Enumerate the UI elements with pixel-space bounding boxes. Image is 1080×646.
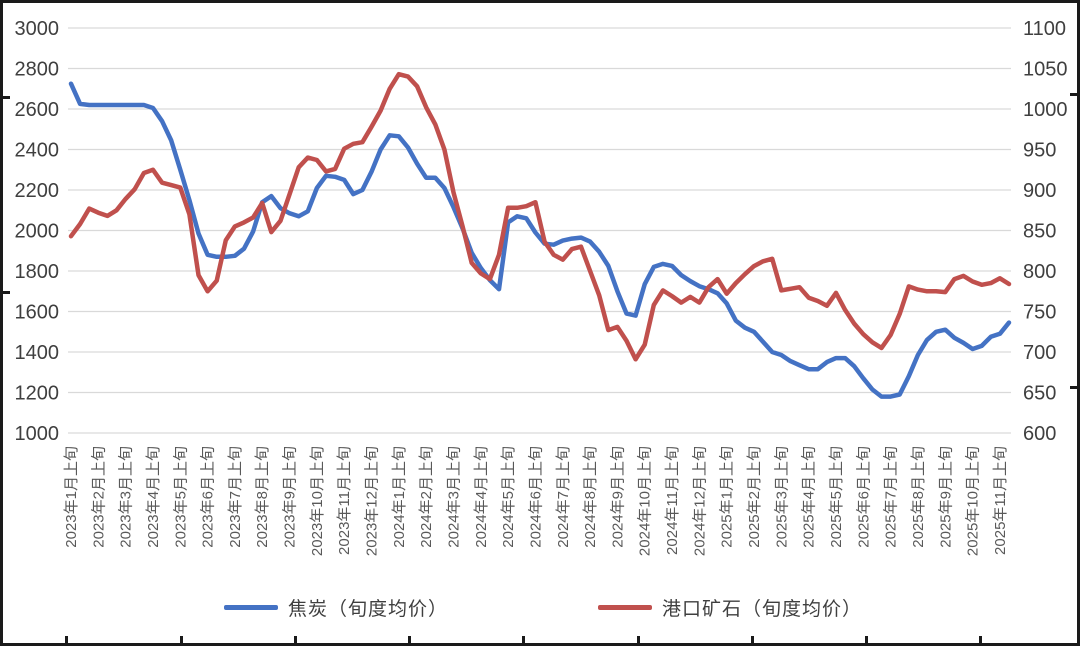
legend-label-ore: 港口矿石（旬度均价）: [662, 598, 863, 620]
x-axis-tick-label: 2023年4月上旬: [145, 446, 162, 548]
x-axis-tick-label: 2023年11月上旬: [336, 446, 353, 555]
x-axis-tick-label: 2025年2月上旬: [746, 446, 763, 548]
left-axis-tick-label: 2400: [15, 140, 60, 162]
x-axis-tick-label: 2024年4月上旬: [473, 446, 490, 548]
x-axis-tick-label: 2025年8月上旬: [910, 446, 927, 548]
x-axis-tick-label: 2023年7月上旬: [227, 446, 244, 548]
x-axis-tick-label: 2023年10月上旬: [309, 446, 326, 556]
right-axis-tick-label: 650: [1023, 383, 1056, 405]
edge-tick: [751, 636, 754, 643]
x-axis-tick-label: 2025年9月上旬: [937, 446, 954, 548]
edge-tick: [3, 96, 10, 99]
legend-label-coke: 焦炭（旬度均价）: [287, 598, 448, 620]
left-axis-tick-label: 1600: [15, 302, 60, 324]
edge-tick: [637, 636, 640, 643]
x-axis-tick-label: 2024年12月上旬: [691, 446, 708, 556]
ore-line-swatch: [598, 604, 652, 610]
right-axis-tick-label: 1000: [1023, 99, 1068, 121]
right-axis-tick-label: 750: [1023, 302, 1056, 324]
coke-line-swatch: [223, 604, 278, 610]
edge-tick: [522, 636, 525, 643]
x-axis-tick-label: 2023年1月上旬: [63, 446, 80, 548]
right-axis-tick-label: 850: [1023, 221, 1056, 243]
x-axis-tick-label: 2023年12月上旬: [364, 446, 381, 556]
x-axis-tick-label: 2024年1月上旬: [391, 446, 408, 548]
left-axis-tick-label: 2000: [15, 221, 60, 243]
x-axis-tick-label: 2024年2月上旬: [418, 446, 435, 548]
x-axis-tick-label: 2024年11月上旬: [664, 446, 681, 555]
edge-tick: [979, 636, 982, 643]
x-axis-tick-label: 2025年6月上旬: [855, 446, 872, 548]
left-axis-tick-label: 1400: [15, 342, 60, 364]
edge-tick: [65, 636, 68, 643]
left-axis-tick-label: 3000: [15, 18, 60, 40]
edge-tick: [180, 636, 183, 643]
edge-tick: [865, 636, 868, 643]
x-axis-tick-label: 2025年10月上旬: [965, 446, 982, 556]
x-axis-tick-label: 2024年3月上旬: [445, 446, 462, 548]
right-axis-tick-label: 950: [1023, 140, 1056, 162]
coke-price-line: [68, 81, 1012, 399]
chart-legend: 焦炭（旬度均价） 港口矿石（旬度均价）: [3, 589, 1077, 625]
right-axis-tick-label: 900: [1023, 180, 1056, 202]
x-axis-tick-label: 2025年4月上旬: [801, 446, 818, 548]
edge-tick: [1070, 93, 1077, 96]
x-axis-tick-label: 2024年9月上旬: [609, 446, 626, 548]
x-axis-tick-label: 2023年5月上旬: [172, 446, 189, 548]
x-axis-tick-label: 2025年7月上旬: [883, 446, 900, 548]
iron-ore-price-line: [68, 71, 1012, 362]
right-axis-tick-label: 1100: [1023, 18, 1066, 40]
x-axis-tick-label: 2024年7月上旬: [555, 446, 572, 548]
left-axis-tick-label: 1800: [15, 261, 60, 283]
left-axis-tick-label: 1200: [15, 383, 60, 405]
edge-tick: [1070, 386, 1077, 389]
x-axis-tick-label: 2025年5月上旬: [828, 446, 845, 548]
x-axis-tick-label: 2024年6月上旬: [527, 446, 544, 548]
x-axis-tick-label: 2023年6月上旬: [200, 446, 217, 548]
legend-item-ore: 港口矿石（旬度均价）: [598, 594, 862, 621]
right-axis-tick-label: 600: [1023, 423, 1056, 445]
edge-tick: [3, 291, 10, 294]
x-axis-tick-label: 2025年11月上旬: [992, 446, 1009, 555]
x-axis-tick-label: 2023年9月上旬: [282, 446, 299, 548]
edge-tick: [294, 636, 297, 643]
x-axis-tick-label: 2025年1月上旬: [719, 446, 736, 548]
right-axis-tick-label: 1050: [1023, 59, 1068, 81]
x-axis-tick-label: 2025年3月上旬: [773, 446, 790, 548]
left-axis-tick-label: 1000: [15, 423, 60, 445]
x-axis-tick-label: 2024年8月上旬: [582, 446, 599, 548]
price-chart: 3000 2800 2600 2400 2200 2000 1800 1600 1400 1200…: [15, 18, 1068, 556]
left-axis-tick-label: 2600: [15, 99, 60, 121]
left-axis-tick-label: 2200: [15, 180, 60, 202]
x-axis-tick-label: 2023年3月上旬: [118, 446, 135, 548]
x-axis-tick-label: 2024年5月上旬: [500, 446, 517, 548]
x-axis-tick-label: 2023年8月上旬: [254, 446, 271, 548]
edge-tick: [408, 636, 411, 643]
x-axis-tick-label: 2024年10月上旬: [637, 446, 654, 556]
x-axis-tick-label: 2023年2月上旬: [90, 446, 107, 548]
right-axis-tick-label: 800: [1023, 261, 1056, 283]
right-axis-tick-label: 700: [1023, 342, 1056, 364]
left-axis-tick-label: 2800: [15, 59, 60, 81]
legend-item-coke: 焦炭（旬度均价）: [223, 594, 448, 621]
